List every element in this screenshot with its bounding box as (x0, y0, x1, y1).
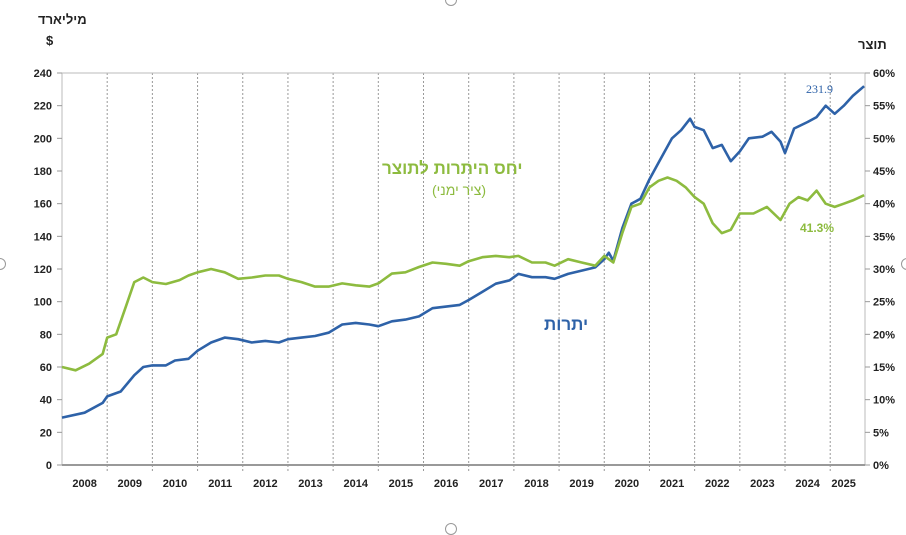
y-left-tick-label: 140 (34, 231, 52, 243)
plot-frame (61, 72, 866, 466)
x-tick-label: 2010 (163, 478, 187, 490)
ratio-series-label: יחס היתרות לתוצר (382, 159, 523, 178)
axes (57, 72, 870, 466)
x-tick-label: 2013 (298, 478, 322, 490)
y-left-tick-label: 180 (34, 166, 52, 178)
y-left-tick-label: 40 (40, 395, 52, 407)
right-axis-title: תוצר (858, 37, 887, 52)
x-tick-label: 2022 (705, 478, 729, 490)
y-left-tick-label: 200 (34, 133, 52, 145)
x-tick-label: 2015 (389, 478, 413, 490)
x-tick-label: 2024 (795, 478, 820, 490)
y-right-tick-label: 25% (873, 297, 895, 309)
y-left-tick-label: 0 (46, 460, 52, 472)
reserves-series-label: יתרות (544, 315, 589, 334)
x-tick-label: 2018 (524, 478, 548, 490)
y-right-tick-label: 50% (873, 133, 895, 145)
left-axis-title-unit: מיליארד (38, 12, 87, 27)
x-tick-label: 2023 (750, 478, 774, 490)
y-left-tick-label: 20 (40, 427, 52, 439)
x-tick-label: 2017 (479, 478, 503, 490)
ratio-series-subtitle: (ציר ימני) (432, 182, 487, 198)
grid (106, 73, 831, 471)
y-right-tick-label: 45% (873, 166, 895, 178)
x-tick-label: 2012 (253, 478, 277, 490)
y-left-tick-label: 220 (34, 101, 52, 113)
y-right-tick-label: 5% (873, 427, 889, 439)
reserves-line (61, 85, 865, 419)
x-tick-label: 2025 (831, 478, 855, 490)
y-right-tick-label: 10% (873, 395, 895, 407)
y-left-tick-label: 100 (34, 297, 52, 309)
reserves-end-label: 231.9 (806, 82, 833, 96)
y-left-tick-label: 80 (40, 329, 52, 341)
x-tick-label: 2021 (660, 478, 684, 490)
y-right-tick-label: 30% (873, 264, 895, 276)
y-right-tick-label: 15% (873, 362, 895, 374)
y-right-tick-label: 35% (873, 231, 895, 243)
y-right-tick-label: 20% (873, 329, 895, 341)
y-right-tick-label: 0% (873, 460, 889, 472)
x-tick-label: 2014 (343, 478, 368, 490)
x-tick-label: 2020 (615, 478, 639, 490)
y-left-tick-label: 160 (34, 199, 52, 211)
tick-labels: 2008 2009 2010 2011 2012 2013 2014 2015 2016 2017… (34, 68, 896, 490)
x-tick-label: 2009 (118, 478, 142, 490)
ratio-end-label: 41.3% (800, 221, 835, 235)
x-tick-label: 2019 (569, 478, 593, 490)
x-tick-label: 2011 (208, 478, 232, 490)
y-right-tick-label: 60% (873, 68, 895, 80)
ratio-line (61, 176, 865, 372)
series-lines (61, 85, 865, 419)
x-tick-label: 2016 (434, 478, 458, 490)
y-left-tick-label: 60 (40, 362, 52, 374)
y-left-tick-label: 240 (34, 68, 52, 80)
left-axis-title-currency: $ (46, 33, 54, 48)
y-left-tick-label: 120 (34, 264, 52, 276)
y-right-tick-label: 55% (873, 101, 895, 113)
y-right-tick-label: 40% (873, 199, 895, 211)
x-tick-label: 2008 (72, 478, 96, 490)
